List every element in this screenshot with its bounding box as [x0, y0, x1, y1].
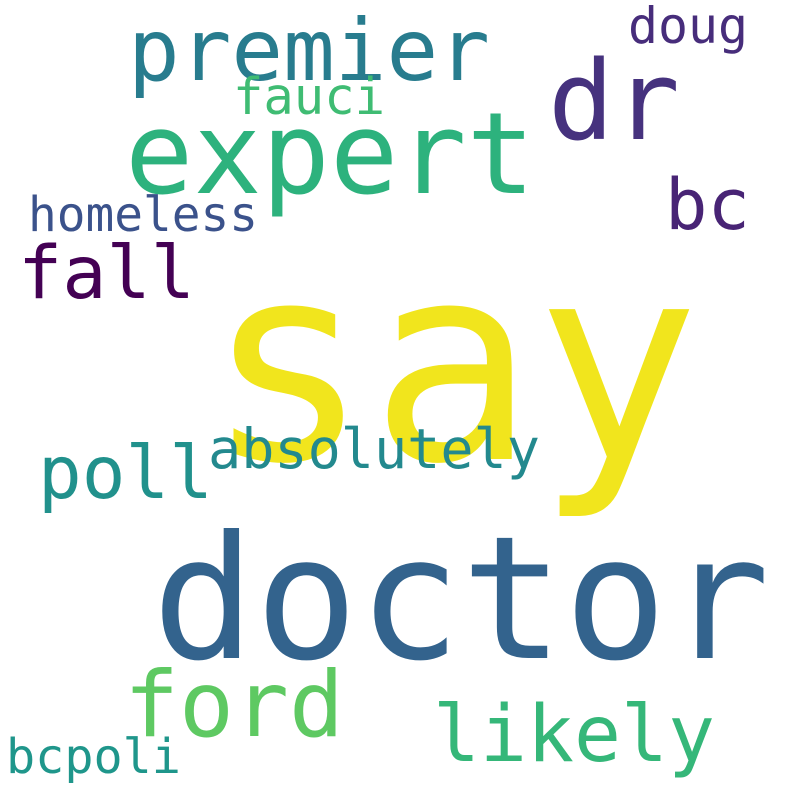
word-bc: bc — [665, 163, 750, 247]
word-expert: expert — [125, 88, 535, 221]
word-premier: premier — [128, 1, 490, 102]
word-bcpoli: bcpoli — [6, 729, 181, 786]
word-doug: doug — [628, 0, 748, 56]
word-say: say — [205, 204, 700, 524]
word-ford: ford — [124, 650, 344, 758]
word-doctor: doctor — [152, 500, 770, 700]
word-absolutely: absolutely — [208, 417, 540, 482]
word-homeless: homeless — [28, 187, 258, 243]
word-likely: likely — [433, 689, 715, 780]
word-dr: dr — [548, 37, 680, 166]
word-fauci: fauci — [233, 66, 386, 126]
word-poll: poll — [38, 431, 213, 516]
word-fall: fall — [18, 231, 196, 317]
